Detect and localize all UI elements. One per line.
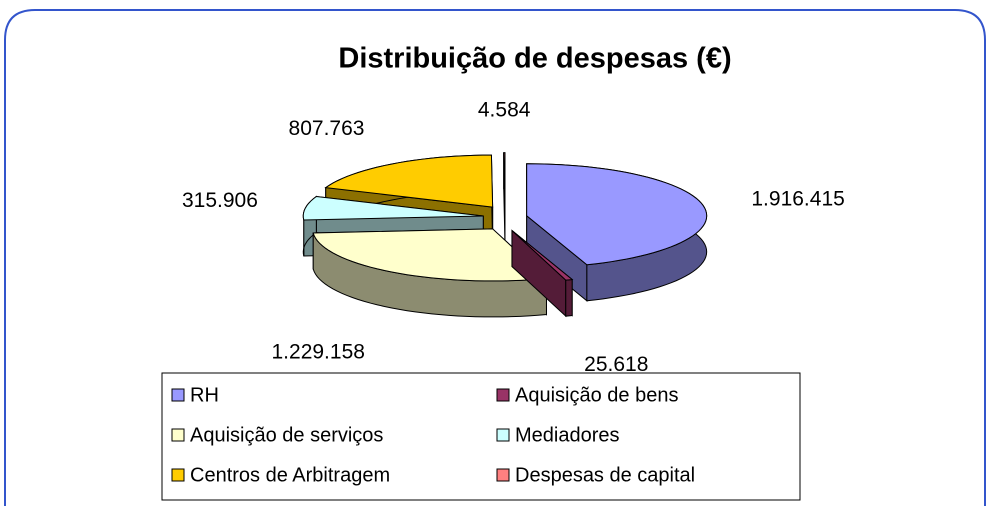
slice-top xyxy=(503,152,506,205)
slice-top xyxy=(526,163,708,266)
data-label: 4.584 xyxy=(478,98,531,121)
legend-swatch xyxy=(496,468,510,482)
data-label: 807.763 xyxy=(289,117,365,140)
legend-swatch xyxy=(496,428,510,442)
data-label: 315.906 xyxy=(182,189,258,212)
legend-label: RH xyxy=(190,384,219,406)
slice-top xyxy=(324,154,494,208)
legend-label: Despesas de capital xyxy=(515,464,695,486)
slice-top xyxy=(511,230,574,281)
legend-swatch xyxy=(171,388,185,402)
data-label: 25.618 xyxy=(584,353,648,376)
legend-swatch xyxy=(496,388,510,402)
pie xyxy=(302,152,708,318)
slice xyxy=(526,163,708,302)
legend-label: Aquisição de bens xyxy=(515,384,678,406)
slice xyxy=(312,227,548,318)
slice-top xyxy=(302,196,484,221)
legend-swatch xyxy=(171,428,185,442)
slice-top xyxy=(312,228,548,282)
legend-label: Mediadores xyxy=(515,424,620,446)
legend-box xyxy=(161,372,801,501)
data-label: 1.229.158 xyxy=(272,340,365,363)
data-label: 1.916.415 xyxy=(751,187,844,210)
slice xyxy=(503,152,506,241)
legend-label: Centros de Arbitragem xyxy=(190,464,390,486)
slice xyxy=(511,229,574,318)
chart-title: Distribuição de despesas (€) xyxy=(338,43,731,75)
slice-wall xyxy=(565,278,573,317)
legend-label: Aquisição de serviços xyxy=(190,424,383,446)
legend-swatch xyxy=(171,468,185,482)
